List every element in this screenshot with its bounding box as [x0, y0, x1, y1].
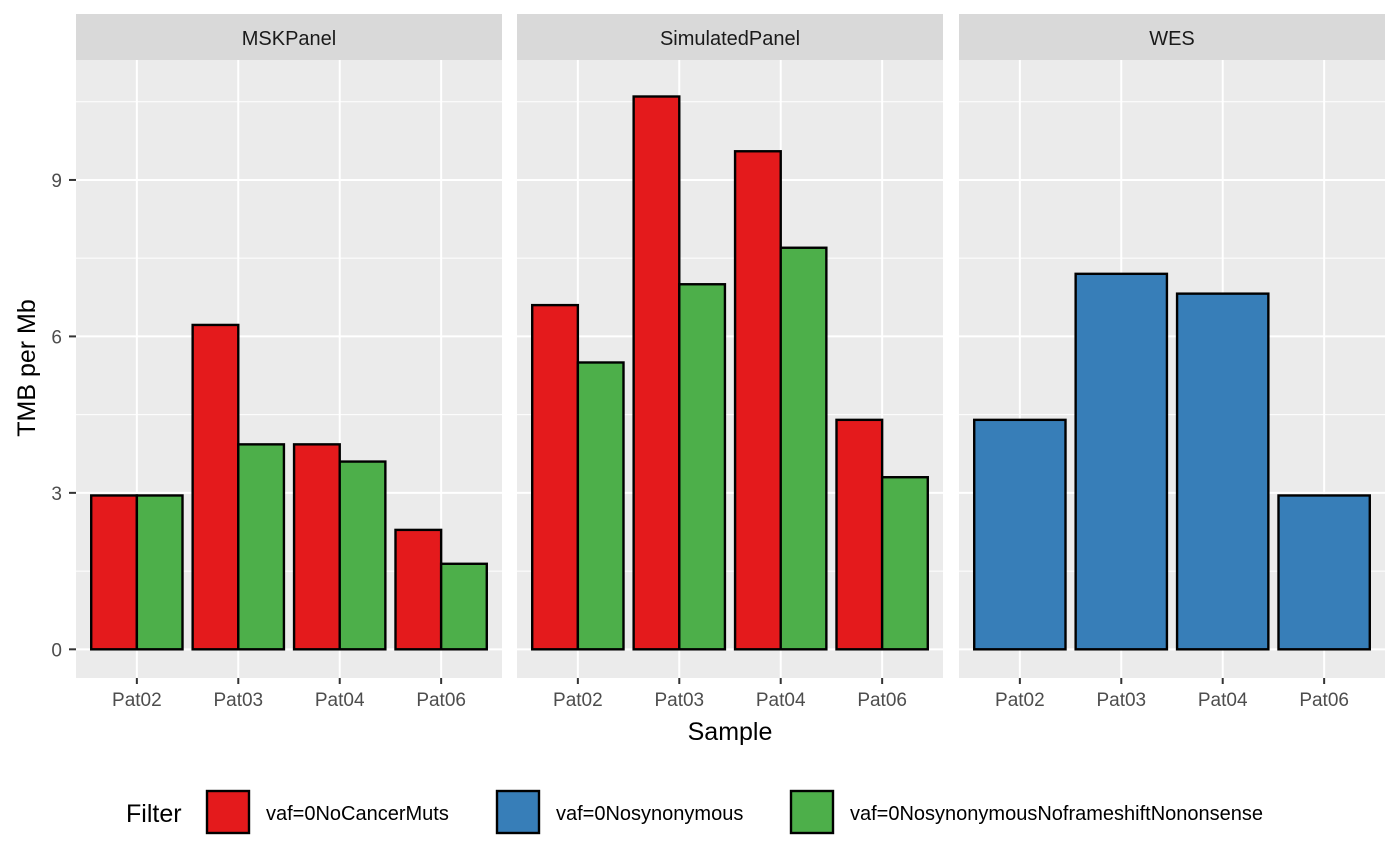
y-tick-label: 9	[51, 171, 62, 192]
bar-mskpanel-pat06	[439, 562, 488, 651]
x-tick-label: Pat04	[1198, 690, 1248, 711]
x-tick-label: Pat06	[1299, 690, 1349, 711]
bar-simulatedpanel-pat03	[632, 95, 681, 651]
x-tick-label: Pat06	[857, 690, 907, 711]
legend-key	[789, 789, 835, 835]
x-axis-title: Sample	[688, 718, 773, 746]
bar-wes-pat04	[1175, 292, 1270, 651]
x-tick-label: Pat06	[416, 690, 466, 711]
y-tick-label: 6	[51, 327, 62, 348]
facet-panel-simulatedpanel: SimulatedPanel Pat02 Pat03 Pat04 Pat06	[517, 14, 943, 711]
bar-mskpanel-pat03	[237, 443, 286, 651]
bar-simulatedpanel-pat06	[880, 476, 929, 651]
x-tick-label: Pat03	[654, 690, 704, 711]
facet-strip-label: SimulatedPanel	[660, 28, 800, 50]
legend-title: Filter	[126, 800, 182, 828]
x-tick-label: Pat03	[1096, 690, 1146, 711]
bar-mskpanel-pat02	[90, 494, 139, 651]
x-tick-label: Pat02	[995, 690, 1045, 711]
x-tick-label: Pat02	[553, 690, 603, 711]
x-tick-label: Pat04	[315, 690, 365, 711]
bar-wes-pat03	[1074, 272, 1169, 651]
legend-label: vaf=0Nosynonymous	[556, 803, 743, 825]
bar-simulatedpanel-pat04	[733, 150, 782, 651]
facet-strip-label: WES	[1149, 28, 1195, 50]
y-axis: 0 3 6 9	[51, 171, 76, 661]
x-tick-label: Pat04	[756, 690, 806, 711]
legend-label: vaf=0NoCancerMuts	[266, 803, 449, 825]
facet-panel-wes: WES Pat02 Pat03 Pat04 Pat06	[959, 14, 1385, 711]
bar-wes-pat02	[973, 418, 1067, 651]
facet-strip	[517, 14, 943, 60]
legend-key	[205, 789, 251, 835]
bar-mskpanel-pat04	[338, 460, 387, 651]
bar-simulatedpanel-pat02	[576, 361, 625, 651]
facet-strip	[76, 14, 502, 60]
bar-wes-pat06	[1277, 494, 1371, 651]
legend: Filter vaf=0NoCancerMuts vaf=0Nosynonymous…	[126, 789, 1263, 835]
x-tick-label: Pat02	[112, 690, 162, 711]
legend-key	[495, 789, 541, 835]
y-tick-label: 0	[51, 640, 62, 661]
facet-strip	[959, 14, 1385, 60]
bar-simulatedpanel-pat03	[678, 283, 727, 651]
legend-label: vaf=0NosynonymousNoframeshiftNononsense	[850, 803, 1263, 825]
facet-strip-label: MSKPanel	[242, 28, 337, 50]
bar-simulatedpanel-pat04	[779, 246, 828, 651]
y-axis-title: TMB per Mb	[13, 299, 41, 437]
y-tick-label: 3	[51, 484, 62, 505]
bar-mskpanel-pat04	[292, 443, 341, 651]
bar-simulatedpanel-pat02	[531, 303, 580, 651]
bar-mskpanel-pat03	[191, 323, 240, 651]
bar-mskpanel-pat02	[135, 494, 184, 651]
bar-simulatedpanel-pat06	[835, 418, 884, 651]
facet-panel-mskpanel: MSKPanel Pat02 Pat03 Pat04 Pat06	[76, 14, 502, 711]
bar-mskpanel-pat06	[394, 528, 443, 651]
x-tick-label: Pat03	[213, 690, 263, 711]
